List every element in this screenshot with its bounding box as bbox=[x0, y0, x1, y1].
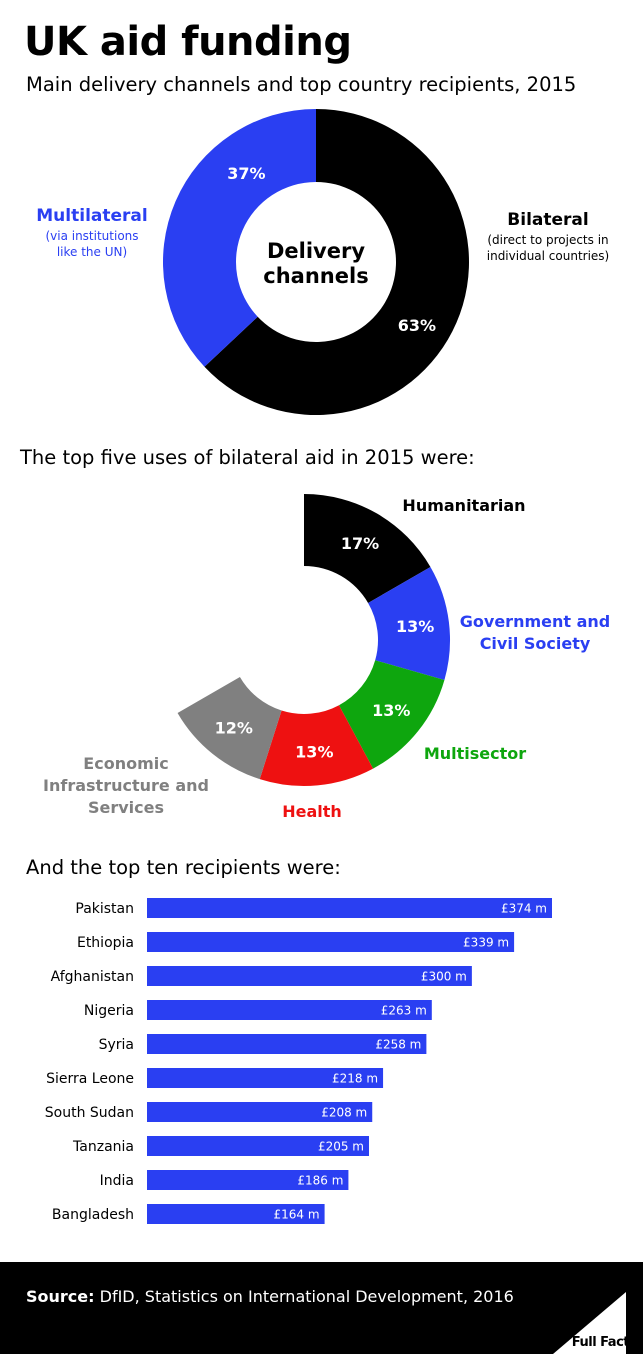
bar bbox=[147, 966, 472, 986]
bar bbox=[147, 1000, 432, 1020]
slice-economic-infrastructure bbox=[177, 677, 282, 780]
bilateral-uses-donut: 17% Humanitarian 13% Government and Civil So… bbox=[43, 494, 610, 821]
bar-category-label: Ethiopia bbox=[77, 935, 134, 951]
logo-mark bbox=[553, 1292, 626, 1354]
slice-value-label: 63% bbox=[398, 316, 436, 335]
bar-category-label: Syria bbox=[99, 1037, 134, 1053]
source-note: Source: DfID, Statistics on Internationa… bbox=[26, 1287, 514, 1306]
slice-value-label: 37% bbox=[227, 164, 265, 183]
donut-center-label-line: Delivery bbox=[267, 239, 365, 263]
slice-multilateral bbox=[162, 109, 316, 367]
bar-category-label: Nigeria bbox=[84, 1003, 134, 1019]
slice-value-label: 17% bbox=[341, 534, 379, 553]
bar bbox=[147, 932, 515, 952]
top-recipients-heading: And the top ten recipients were: bbox=[26, 856, 341, 879]
bar-value-label: £208 m bbox=[321, 1106, 367, 1120]
category-label-economic-infrastructure-line: Services bbox=[88, 798, 164, 817]
legend-bilateral: Bilateral bbox=[507, 210, 588, 230]
bar-category-label: South Sudan bbox=[45, 1105, 134, 1121]
bar-category-label: Tanzania bbox=[72, 1139, 134, 1155]
bar-value-label: £263 m bbox=[381, 1004, 427, 1018]
category-label-government-civil-society: Government and Civil Society bbox=[460, 612, 610, 653]
bar-category-label: Sierra Leone bbox=[46, 1071, 134, 1087]
slice-value-label: 13% bbox=[372, 701, 410, 720]
bar bbox=[147, 1204, 325, 1224]
category-label-economic-infrastructure-line: Infrastructure and bbox=[43, 776, 209, 795]
bar-value-label: £164 m bbox=[274, 1208, 320, 1222]
slice-bilateral bbox=[204, 109, 469, 415]
bar bbox=[147, 1136, 369, 1156]
legend-multilateral-note: (via institutions like the UN) bbox=[45, 229, 138, 259]
legend-multilateral: Multilateral bbox=[36, 206, 147, 226]
slice-health bbox=[259, 705, 374, 786]
source-label: Source: bbox=[26, 1287, 95, 1306]
bar bbox=[147, 1102, 373, 1122]
bar bbox=[147, 1068, 384, 1088]
bar-value-label: £258 m bbox=[375, 1038, 421, 1052]
top-recipients-bar-chart: Pakistan £374 m Ethiopia £339 m Afghanistan £… bbox=[45, 898, 552, 1224]
bar-value-label: £374 m bbox=[501, 902, 547, 916]
slice-multisector bbox=[339, 660, 445, 769]
bar-category-label: India bbox=[100, 1173, 134, 1189]
category-label-health-line: Health bbox=[282, 802, 342, 821]
footer: Source: DfID, Statistics on Internationa… bbox=[0, 1262, 643, 1354]
bar-category-label: Pakistan bbox=[75, 901, 134, 917]
legend-multilateral-note-line: (via institutions bbox=[45, 229, 138, 243]
slice-value-label: 12% bbox=[215, 718, 253, 737]
category-label-economic-infrastructure: Economic Infrastructure and Services bbox=[43, 754, 209, 817]
legend-bilateral-note-line: (direct to projects in bbox=[487, 233, 608, 247]
bar-value-label: £339 m bbox=[463, 936, 509, 950]
category-label-government-civil-society-line: Government and bbox=[460, 612, 610, 631]
bar-value-label: £300 m bbox=[421, 970, 467, 984]
legend-bilateral-note-line: individual countries) bbox=[487, 249, 610, 263]
bar-value-label: £186 m bbox=[297, 1174, 343, 1188]
page-title: UK aid funding bbox=[24, 19, 352, 65]
bar-category-label: Afghanistan bbox=[51, 969, 134, 985]
category-label-multisector: Multisector bbox=[424, 744, 526, 763]
category-label-humanitarian: Humanitarian bbox=[402, 496, 525, 515]
bar-category-label: Bangladesh bbox=[52, 1207, 134, 1223]
category-label-humanitarian-line: Humanitarian bbox=[402, 496, 525, 515]
source-text: DfID, Statistics on International Develo… bbox=[94, 1287, 514, 1306]
category-label-government-civil-society-line: Civil Society bbox=[480, 634, 591, 653]
bar-value-label: £218 m bbox=[332, 1072, 378, 1086]
bar-value-label: £205 m bbox=[318, 1140, 364, 1154]
slice-value-label: 13% bbox=[396, 617, 434, 636]
category-label-health: Health bbox=[282, 802, 342, 821]
donut-center-label-line: channels bbox=[263, 264, 368, 288]
donut-center-label: Delivery channels bbox=[263, 239, 368, 288]
delivery-channels-donut: 63% 37% Delivery channels Bilateral (direct t… bbox=[36, 109, 610, 415]
legend-multilateral-note-line: like the UN) bbox=[57, 245, 127, 259]
bilateral-uses-heading: The top five uses of bilateral aid in 20… bbox=[20, 446, 475, 469]
slice-value-label: 13% bbox=[295, 743, 333, 762]
bar bbox=[147, 1034, 427, 1054]
category-label-economic-infrastructure-line: Economic bbox=[83, 754, 168, 773]
bar bbox=[147, 1170, 349, 1190]
full-fact-logo-text: Full Fact bbox=[571, 1335, 630, 1350]
slice-government-civil-society bbox=[368, 567, 450, 680]
category-label-multisector-line: Multisector bbox=[424, 744, 526, 763]
slice-humanitarian bbox=[304, 494, 431, 603]
page-subtitle: Main delivery channels and top country r… bbox=[26, 73, 577, 96]
bar bbox=[147, 898, 552, 918]
legend-bilateral-note: (direct to projects in individual countri… bbox=[487, 233, 610, 263]
